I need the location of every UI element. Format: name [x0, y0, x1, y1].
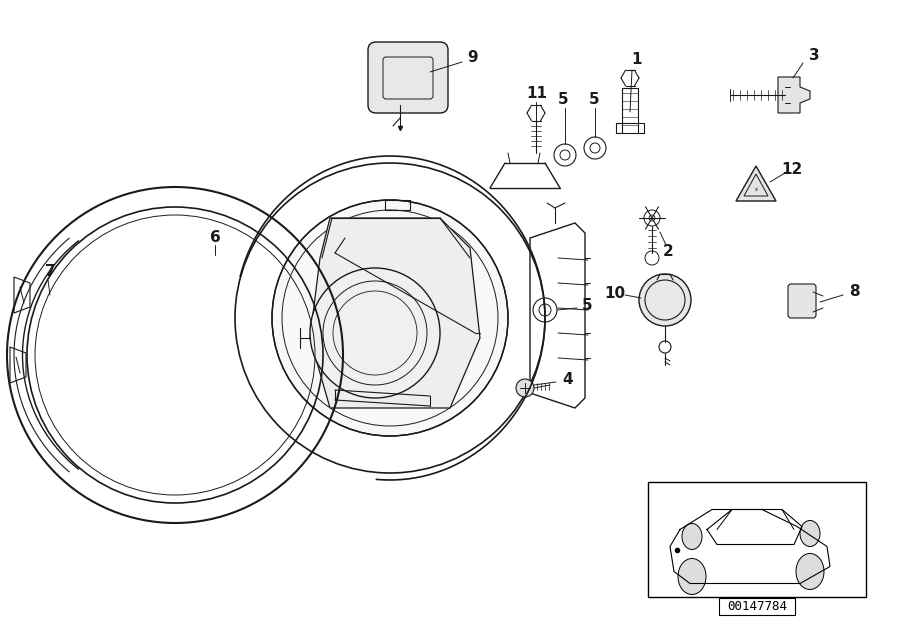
Polygon shape	[778, 77, 810, 113]
Text: 10: 10	[605, 286, 626, 300]
Text: 5: 5	[581, 298, 592, 314]
Ellipse shape	[682, 523, 702, 550]
Polygon shape	[736, 166, 776, 201]
Text: 4: 4	[562, 373, 573, 387]
FancyBboxPatch shape	[368, 42, 448, 113]
Circle shape	[310, 268, 440, 398]
Text: ⚡: ⚡	[753, 187, 759, 193]
Text: 5: 5	[589, 92, 599, 107]
FancyBboxPatch shape	[788, 284, 816, 318]
Text: 6: 6	[210, 230, 220, 245]
Ellipse shape	[796, 553, 824, 590]
Bar	[719, 598, 795, 615]
Text: 12: 12	[781, 162, 803, 177]
Circle shape	[272, 200, 508, 436]
Ellipse shape	[800, 520, 820, 546]
Text: 00147784: 00147784	[727, 600, 787, 614]
Ellipse shape	[678, 558, 706, 595]
Circle shape	[639, 274, 691, 326]
Text: 9: 9	[468, 50, 478, 66]
Text: 2: 2	[662, 244, 673, 259]
Circle shape	[516, 379, 534, 397]
Text: 5: 5	[558, 92, 568, 107]
Text: 1: 1	[632, 53, 643, 67]
Text: 11: 11	[526, 85, 547, 100]
Bar	[648, 482, 866, 597]
Text: 8: 8	[849, 284, 859, 300]
Polygon shape	[310, 218, 480, 408]
Text: 3: 3	[809, 48, 819, 62]
Text: 7: 7	[45, 265, 55, 279]
